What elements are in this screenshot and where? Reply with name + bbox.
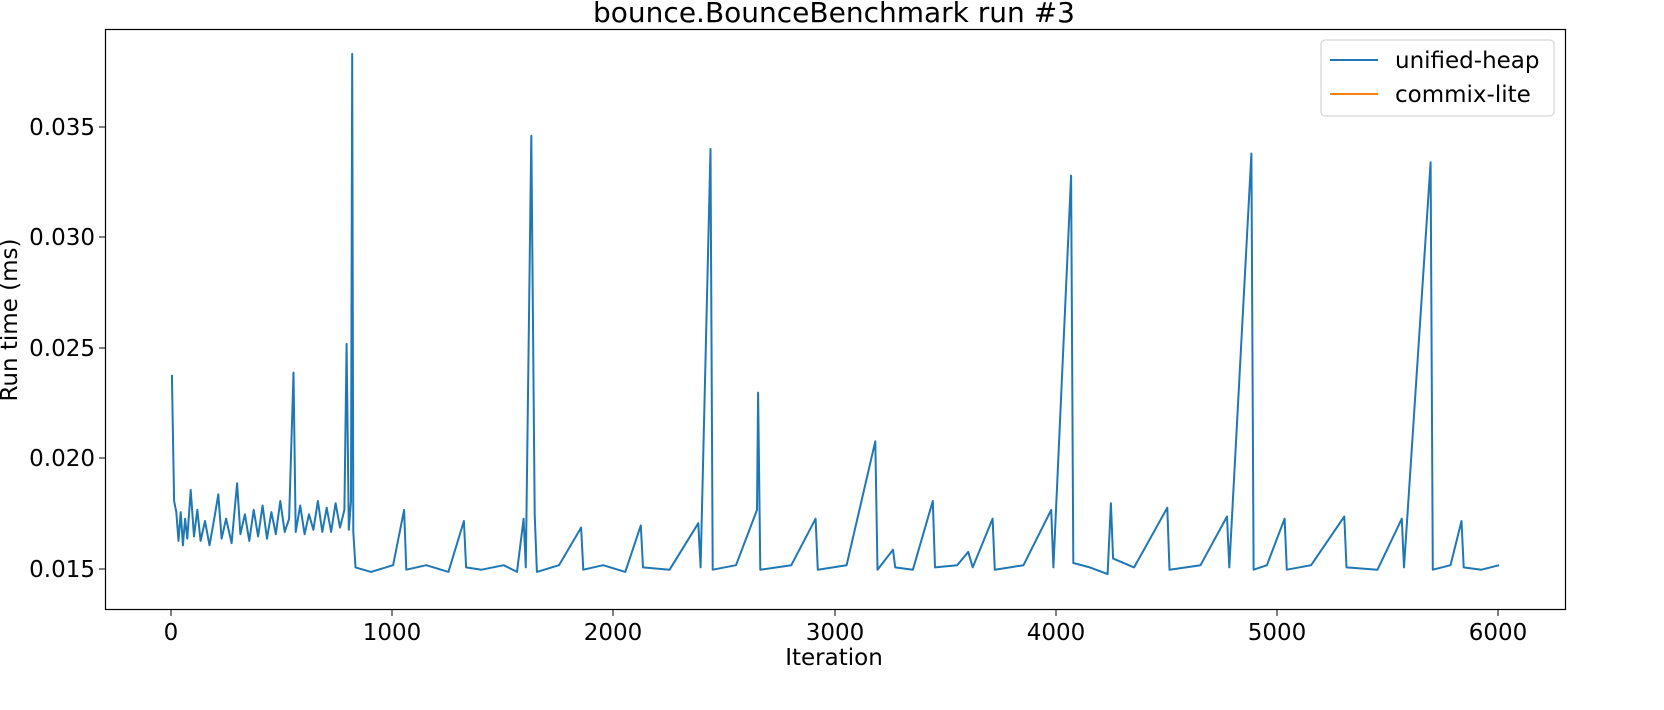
legend-label-commix-lite: commix-lite xyxy=(1395,82,1531,108)
x-tick-label: 2000 xyxy=(584,620,643,646)
y-tick-label: 0.035 xyxy=(29,115,95,141)
x-tick-4000: 4000 xyxy=(1027,609,1086,646)
x-tick-label: 3000 xyxy=(806,620,865,646)
x-tick-2000: 2000 xyxy=(584,609,643,646)
x-tick-label: 0 xyxy=(164,620,179,646)
y-tick-0.025: 0.025 xyxy=(29,336,106,362)
y-tick-label: 0.030 xyxy=(29,225,95,251)
y-tick-label: 0.025 xyxy=(29,336,95,362)
legend: unified-heap commix-lite xyxy=(1320,39,1555,117)
x-tick-3000: 3000 xyxy=(806,609,865,646)
y-tick-0.020: 0.020 xyxy=(29,446,106,472)
x-axis-label: Iteration xyxy=(785,645,883,671)
x-tick-label: 5000 xyxy=(1248,620,1307,646)
y-tick-0.015: 0.015 xyxy=(29,557,106,583)
y-tick-label: 0.015 xyxy=(29,557,95,583)
x-axis: 0 1000 2000 3000 4000 5000 6000 Iteratio… xyxy=(164,609,1528,671)
series-layer xyxy=(170,52,1500,576)
x-tick-label: 1000 xyxy=(363,620,422,646)
series-line-unified-heap xyxy=(170,52,1500,576)
x-tick-6000: 6000 xyxy=(1469,609,1528,646)
x-tick-label: 4000 xyxy=(1027,620,1086,646)
chart-title: bounce.BounceBenchmark run #3 xyxy=(593,0,1075,29)
y-tick-0.035: 0.035 xyxy=(29,115,106,141)
y-axis: 0.015 0.020 0.025 0.030 0.035 Run time (… xyxy=(0,115,106,583)
y-tick-0.030: 0.030 xyxy=(29,225,106,251)
legend-label-unified-heap: unified-heap xyxy=(1395,48,1540,74)
x-tick-0: 0 xyxy=(164,609,179,646)
x-tick-label: 6000 xyxy=(1469,620,1528,646)
y-axis-label: Run time (ms) xyxy=(0,238,23,401)
x-tick-1000: 1000 xyxy=(363,609,422,646)
legend-box xyxy=(1320,39,1555,117)
y-tick-label: 0.020 xyxy=(29,446,95,472)
x-tick-5000: 5000 xyxy=(1248,609,1307,646)
